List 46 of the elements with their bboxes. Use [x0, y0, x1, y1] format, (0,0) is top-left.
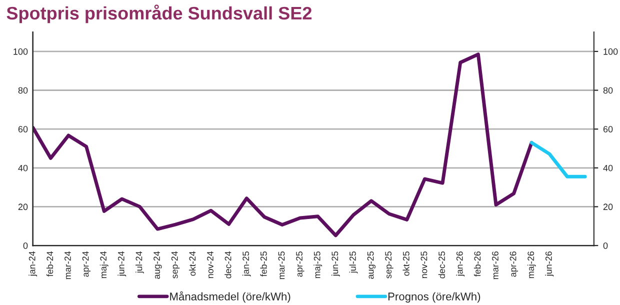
x-tick-label: aug-25 [367, 251, 376, 279]
x-tick-label: maj-24 [100, 251, 108, 278]
x-tick-label: feb-26 [474, 251, 481, 277]
x-tick-label: dec-24 [224, 251, 232, 278]
x-tick-label: sep-24 [171, 251, 180, 278]
x-tick-label: sep-25 [385, 251, 394, 278]
legend-label: Prognos (öre/kWh) [388, 292, 480, 303]
x-tick-label: apr-24 [82, 251, 91, 277]
y-tick-label: 0 [23, 242, 28, 249]
x-tick-label: apr-25 [296, 251, 304, 277]
x-tick-label: apr-26 [510, 251, 518, 277]
x-tick-label: okt-25 [402, 251, 410, 276]
y2-tick-label: 40 [603, 164, 613, 172]
y2-tick-label: 20 [603, 204, 613, 210]
x-tick-label: jan-26 [456, 251, 465, 276]
x-tick-label: feb-25 [260, 251, 267, 277]
x-tick-label: nov-24 [207, 251, 214, 278]
chart-title: Spotpris prisområde Sundsvall SE2 [6, 4, 312, 24]
x-tick-label: mar-26 [492, 251, 498, 280]
x-tick-label: jun-25 [331, 251, 340, 276]
x-tick-label: maj-26 [527, 251, 536, 278]
y-tick-label: 20 [18, 204, 28, 210]
x-tick-label: jul-25 [349, 251, 358, 274]
x-tick-label: mar-24 [64, 251, 71, 280]
line-series [32, 52, 534, 238]
y-tick-label: 80 [18, 87, 28, 94]
y-tick-label: 40 [18, 164, 28, 172]
y2-tick-label: 0 [603, 242, 608, 249]
x-tick-label: jan-25 [242, 251, 251, 276]
x-tick-label: jan-24 [28, 251, 38, 276]
y2-tick-label: 60 [603, 126, 613, 132]
y2-tick-label: 100 [604, 48, 618, 55]
x-tick-label: dec-25 [438, 251, 445, 278]
x-tick-label: maj-25 [314, 251, 322, 278]
y-tick-label: 100 [14, 48, 28, 55]
x-tick-label: okt-24 [188, 251, 196, 276]
x-tick-label: mar-25 [278, 251, 285, 280]
x-tick-label: jun-24 [118, 251, 126, 276]
x-tick-label: aug-24 [154, 251, 162, 279]
x-tick-label: feb-24 [46, 251, 54, 277]
legend-label: Månadsmedel (öre/kWh) [170, 291, 290, 303]
y-tick-label: 60 [18, 126, 28, 132]
y2-tick-label: 80 [603, 87, 613, 94]
x-tick-label: jun-26 [545, 251, 554, 276]
x-tick-label: jul-24 [136, 251, 144, 274]
x-tick-label: nov-25 [420, 251, 428, 278]
